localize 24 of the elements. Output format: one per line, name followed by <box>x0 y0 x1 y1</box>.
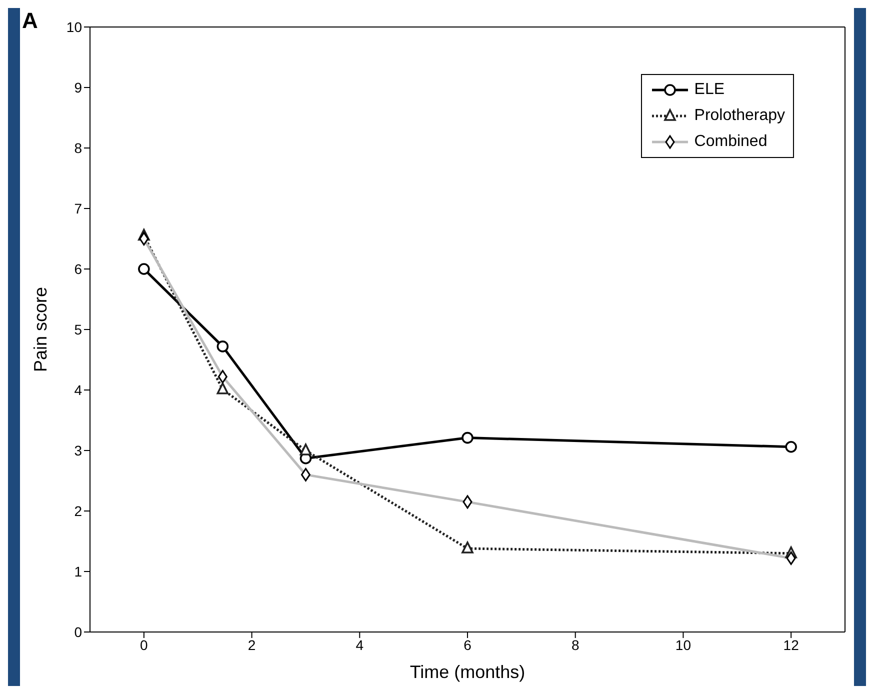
x-tick-label: 2 <box>248 636 256 653</box>
y-tick-label: 9 <box>74 79 82 96</box>
legend-label: ELE <box>694 81 725 99</box>
y-tick-label: 10 <box>66 18 82 35</box>
y-axis-title: Pain score <box>30 286 50 372</box>
y-tick-label: 3 <box>74 442 82 458</box>
y-tick-label: 8 <box>74 140 82 156</box>
legend-label: Prolotherapy <box>694 107 785 125</box>
x-tick-label: 10 <box>675 636 692 653</box>
y-tick-label: 4 <box>74 382 82 398</box>
x-axis-title: Time (months) <box>410 662 526 682</box>
y-tick-label: 7 <box>74 200 82 216</box>
text: A <box>22 8 38 33</box>
y-tick-label: 5 <box>74 321 82 338</box>
x-tick-label: 6 <box>464 636 472 653</box>
y-tick-label: 0 <box>74 624 82 640</box>
legend-label: Combined <box>694 133 768 151</box>
y-tick-label: 2 <box>74 502 82 519</box>
x-tick-label: 12 <box>783 636 800 653</box>
x-tick-label: 8 <box>571 636 580 653</box>
x-tick-label: 0 <box>140 636 148 653</box>
y-tick-label: 1 <box>74 563 82 580</box>
x-tick-label: 4 <box>356 636 364 653</box>
y-tick-label: 6 <box>74 260 82 277</box>
